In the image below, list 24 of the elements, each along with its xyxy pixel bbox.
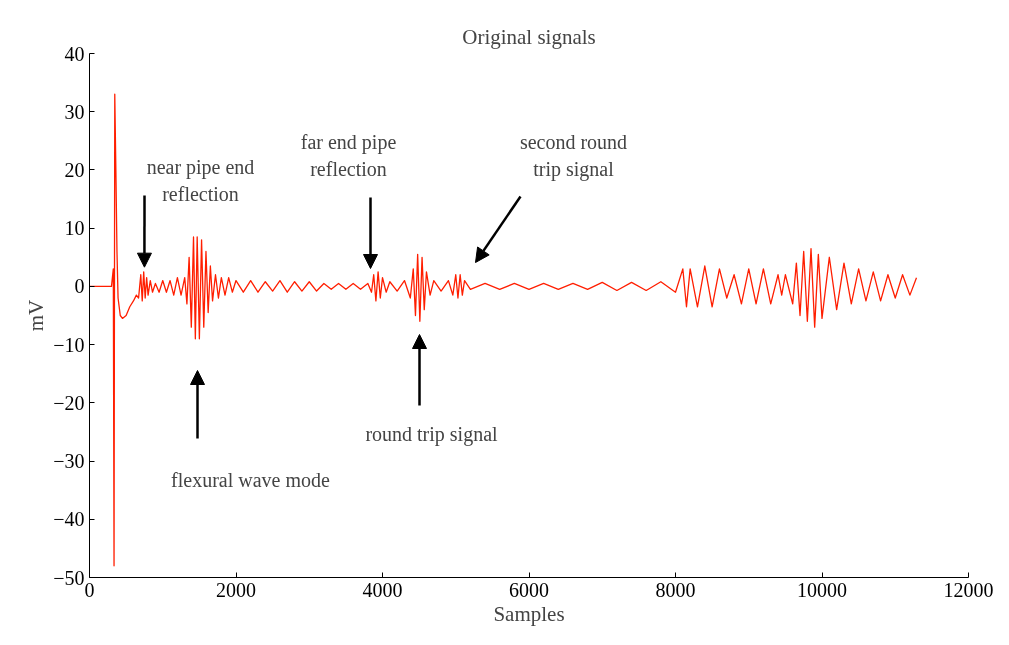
y-tick-label: −40 bbox=[53, 508, 85, 531]
x-tick-label: 12000 bbox=[943, 578, 994, 601]
x-tick-label: 2000 bbox=[216, 578, 256, 601]
y-tick-label: −20 bbox=[53, 391, 85, 414]
x-axis-title: Samples bbox=[493, 601, 565, 626]
chart-title: Original signals bbox=[462, 24, 596, 49]
y-tick-label: 10 bbox=[64, 217, 85, 240]
x-tick-label: 10000 bbox=[797, 578, 847, 601]
y-axis-title: mV bbox=[24, 299, 49, 332]
annotation: round trip signal bbox=[365, 422, 499, 446]
y-tick-label: −50 bbox=[53, 566, 85, 589]
y-tick-label: 0 bbox=[74, 275, 85, 298]
annotation: far end pipe reflection bbox=[300, 130, 397, 181]
annotation: near pipe end reflection bbox=[146, 155, 255, 206]
annotation: second round trip signal bbox=[519, 130, 628, 182]
y-tick-label: −10 bbox=[53, 333, 85, 356]
x-tick-label: 4000 bbox=[362, 578, 403, 601]
x-tick-label: 8000 bbox=[655, 578, 696, 601]
y-tick-label: −30 bbox=[53, 450, 85, 473]
y-tick-label: 40 bbox=[64, 42, 85, 65]
annotation: flexural wave mode bbox=[171, 468, 331, 491]
x-tick-label: 6000 bbox=[509, 578, 549, 601]
y-tick-label: 20 bbox=[64, 158, 85, 181]
y-tick-label: 30 bbox=[64, 100, 85, 123]
